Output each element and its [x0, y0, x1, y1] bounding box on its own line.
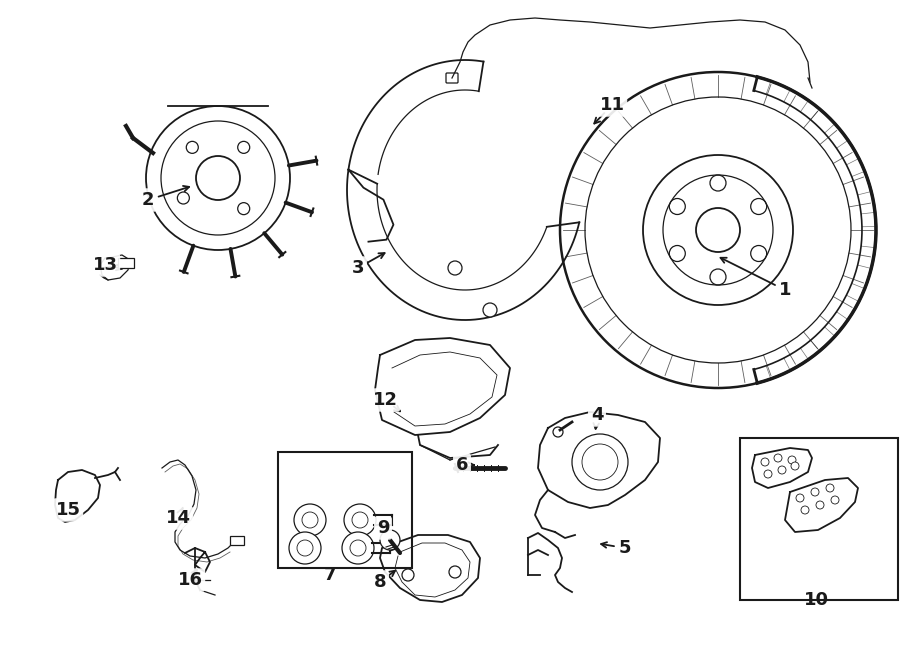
Bar [740, 438, 898, 600]
Text: 8: 8 [374, 573, 386, 591]
Text: 11: 11 [599, 96, 625, 114]
Circle shape [811, 488, 819, 496]
Text: 9: 9 [377, 519, 390, 537]
Circle shape [831, 496, 839, 504]
Text: 15: 15 [56, 501, 80, 519]
FancyBboxPatch shape [230, 536, 244, 545]
Text: 5: 5 [619, 539, 631, 557]
Circle shape [801, 506, 809, 514]
Circle shape [788, 456, 796, 464]
Circle shape [816, 501, 824, 509]
Text: 13: 13 [93, 256, 118, 274]
Text: 4: 4 [590, 406, 603, 424]
Circle shape [448, 261, 462, 275]
Circle shape [289, 532, 321, 564]
Circle shape [344, 504, 376, 536]
Circle shape [774, 454, 782, 462]
Circle shape [402, 569, 414, 581]
Circle shape [483, 303, 497, 317]
Text: 6: 6 [455, 456, 468, 474]
Circle shape [380, 530, 400, 550]
Circle shape [778, 466, 786, 474]
Circle shape [294, 504, 326, 536]
FancyBboxPatch shape [118, 258, 134, 268]
Circle shape [826, 484, 834, 492]
Text: 12: 12 [373, 391, 398, 409]
Text: 7: 7 [324, 566, 337, 584]
Circle shape [449, 566, 461, 578]
Circle shape [764, 470, 772, 478]
Text: 14: 14 [166, 509, 191, 527]
Text: 3: 3 [352, 259, 365, 277]
Text: 2: 2 [142, 191, 154, 209]
Text: 1: 1 [778, 281, 791, 299]
Text: 16: 16 [177, 571, 202, 589]
Circle shape [342, 532, 374, 564]
Circle shape [796, 494, 804, 502]
Text: 10: 10 [804, 591, 829, 609]
Bar [278, 452, 412, 568]
Circle shape [791, 462, 799, 470]
Circle shape [761, 458, 769, 466]
